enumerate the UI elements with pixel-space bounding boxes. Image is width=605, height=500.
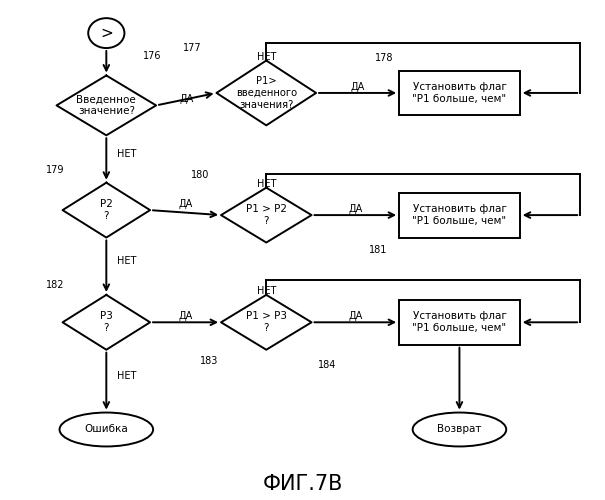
- Text: 184: 184: [318, 360, 336, 370]
- Text: ДА: ДА: [350, 82, 365, 92]
- Polygon shape: [221, 295, 312, 350]
- Ellipse shape: [413, 412, 506, 446]
- Text: Установить флаг
"P1 больше, чем": Установить флаг "P1 больше, чем": [413, 204, 506, 226]
- Text: ДА: ДА: [179, 94, 194, 104]
- Polygon shape: [221, 188, 312, 242]
- Text: 176: 176: [143, 50, 161, 60]
- Text: НЕТ: НЕТ: [257, 52, 276, 62]
- Text: 179: 179: [46, 165, 65, 175]
- Polygon shape: [56, 76, 156, 136]
- Text: НЕТ: НЕТ: [117, 149, 137, 159]
- Text: НЕТ: НЕТ: [257, 178, 276, 188]
- Text: P3
?: P3 ?: [100, 312, 113, 333]
- Text: P2
?: P2 ?: [100, 200, 113, 221]
- Text: P1>
введенного
значения?: P1> введенного значения?: [236, 76, 297, 110]
- Polygon shape: [62, 295, 150, 350]
- Circle shape: [88, 18, 125, 48]
- Text: 180: 180: [191, 170, 209, 180]
- Text: 183: 183: [200, 356, 218, 366]
- Text: 182: 182: [46, 280, 65, 290]
- Text: >: >: [100, 26, 113, 40]
- Text: НЕТ: НЕТ: [257, 286, 276, 296]
- Text: P1 > P3
?: P1 > P3 ?: [246, 312, 287, 333]
- Text: ДА: ДА: [348, 312, 362, 322]
- Polygon shape: [62, 182, 150, 238]
- Text: Ошибка: Ошибка: [85, 424, 128, 434]
- Text: P1 > P2
?: P1 > P2 ?: [246, 204, 287, 226]
- Text: Введенное
значение?: Введенное значение?: [76, 94, 136, 116]
- FancyBboxPatch shape: [399, 70, 520, 116]
- Text: 177: 177: [183, 43, 202, 53]
- Text: ДА: ДА: [178, 312, 192, 322]
- Text: НЕТ: НЕТ: [117, 371, 137, 381]
- Text: ДА: ДА: [348, 204, 362, 214]
- Text: ФИГ.7В: ФИГ.7В: [263, 474, 342, 494]
- Text: ДА: ДА: [178, 199, 192, 209]
- Text: Возврат: Возврат: [437, 424, 482, 434]
- Text: 181: 181: [368, 245, 387, 255]
- Polygon shape: [217, 60, 316, 126]
- Text: Установить флаг
"P1 больше, чем": Установить флаг "P1 больше, чем": [413, 312, 506, 333]
- FancyBboxPatch shape: [399, 300, 520, 344]
- Text: 178: 178: [374, 53, 393, 63]
- Text: Установить флаг
"P1 больше, чем": Установить флаг "P1 больше, чем": [413, 82, 506, 104]
- Text: НЕТ: НЕТ: [117, 256, 137, 266]
- Ellipse shape: [59, 412, 153, 446]
- FancyBboxPatch shape: [399, 192, 520, 238]
